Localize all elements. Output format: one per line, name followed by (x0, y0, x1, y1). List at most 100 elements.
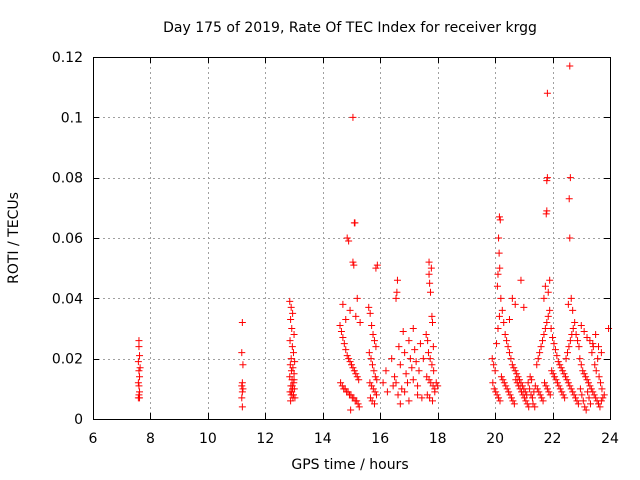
data-point (519, 391, 527, 399)
x-tick-label: 8 (146, 431, 155, 447)
data-point (542, 210, 550, 218)
chart-title: Day 175 of 2019, Rate Of TEC Index for r… (163, 20, 537, 36)
data-point (238, 382, 246, 390)
data-point (543, 177, 551, 185)
data-point (507, 355, 515, 363)
data-point (371, 373, 379, 381)
data-point (544, 312, 552, 320)
x-axis-label: GPS time / hours (291, 457, 408, 473)
data-point (579, 397, 587, 405)
data-point (409, 376, 417, 384)
data-point (531, 403, 539, 411)
data-point (135, 337, 143, 345)
data-point (339, 334, 347, 342)
data-point (372, 264, 380, 272)
data-point (570, 391, 578, 399)
data-point (415, 367, 423, 375)
data-point (502, 382, 510, 390)
data-point (510, 400, 518, 408)
data-point (516, 385, 524, 393)
data-point (426, 394, 434, 402)
y-tick-label: 0.12 (52, 50, 83, 66)
data-point (412, 358, 420, 366)
data-point (432, 379, 440, 387)
data-point (238, 379, 246, 387)
data-point (569, 325, 577, 332)
data-point (597, 397, 605, 405)
x-tick-label: 12 (256, 431, 274, 447)
data-point (509, 397, 517, 405)
data-point (490, 361, 498, 369)
data-point (428, 361, 436, 369)
data-point (501, 331, 509, 339)
data-point (585, 394, 593, 402)
data-point (496, 264, 504, 272)
y-tick-label: 0 (74, 412, 83, 428)
data-point (572, 394, 580, 402)
data-point (579, 367, 587, 375)
data-point (535, 388, 543, 396)
data-point (513, 379, 521, 387)
data-point (366, 379, 374, 387)
data-point (558, 388, 566, 396)
data-point (583, 376, 591, 384)
data-point (553, 379, 561, 387)
data-point (494, 325, 502, 332)
data-point (543, 174, 551, 182)
data-point (566, 234, 574, 242)
data-point (383, 388, 391, 396)
data-point (559, 391, 567, 399)
data-point (500, 318, 508, 326)
data-point (561, 373, 569, 381)
data-point (577, 321, 585, 329)
data-point (370, 400, 378, 408)
data-point (135, 343, 143, 351)
data-point (366, 309, 374, 317)
y-tick-label: 0.1 (61, 110, 83, 126)
data-point (409, 325, 417, 332)
data-point (431, 388, 439, 396)
data-point (429, 343, 437, 351)
data-point (550, 340, 558, 348)
data-point (389, 382, 397, 390)
data-point (340, 340, 348, 348)
data-point (368, 321, 376, 329)
data-point (544, 288, 552, 296)
data-point (584, 379, 592, 387)
data-point (365, 303, 373, 311)
data-point (368, 361, 376, 369)
data-point (586, 337, 594, 345)
data-point (392, 294, 400, 302)
grid-layer (93, 57, 610, 419)
data-point (341, 385, 349, 393)
data-point (561, 394, 569, 402)
data-point (583, 334, 591, 342)
data-point (405, 337, 413, 345)
x-tick-label: 14 (314, 431, 332, 447)
data-point (576, 385, 584, 393)
data-point (529, 400, 537, 408)
data-point (337, 379, 345, 387)
data-point (565, 195, 573, 203)
data-point (352, 312, 360, 320)
data-point (398, 385, 406, 393)
data-point (289, 364, 297, 372)
data-point (546, 306, 554, 314)
y-tick-label: 0.08 (52, 171, 83, 187)
data-point (401, 349, 409, 357)
data-point (368, 382, 376, 390)
data-point (405, 397, 413, 405)
data-point (353, 397, 361, 405)
data-point (136, 352, 144, 360)
data-point (562, 355, 570, 363)
data-point (563, 349, 571, 357)
data-point (595, 373, 603, 381)
data-point (520, 394, 528, 402)
data-point (592, 394, 600, 402)
data-point (406, 355, 414, 363)
data-point (287, 391, 295, 399)
data-point (136, 394, 144, 402)
data-point (338, 382, 346, 390)
data-point (566, 62, 574, 70)
data-point (349, 364, 357, 372)
